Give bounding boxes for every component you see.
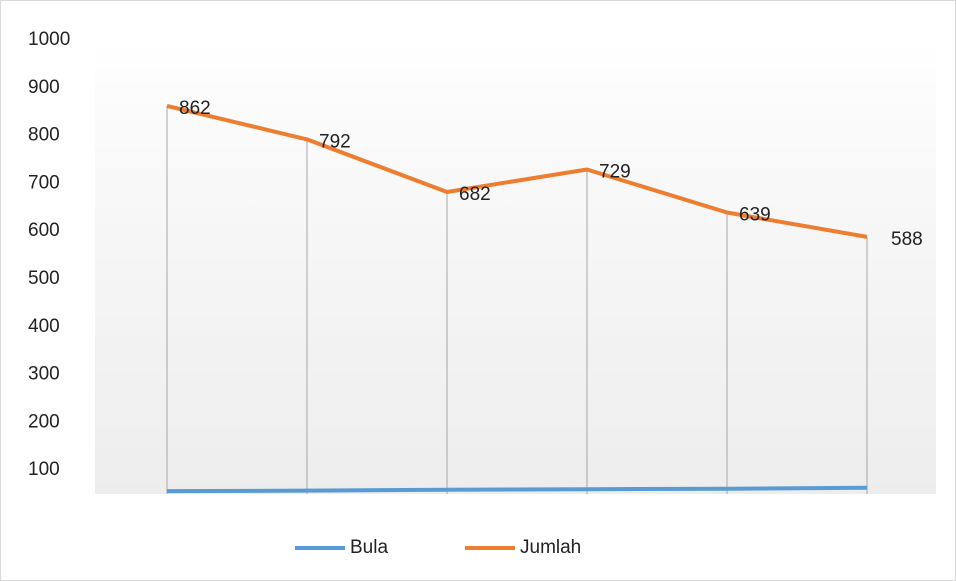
y-tick-label: 300 (28, 364, 60, 385)
y-tick-label: 1000 (28, 29, 70, 50)
plot-area (95, 40, 936, 494)
y-tick-label: 400 (28, 316, 60, 337)
y-tick-label: 100 (28, 459, 60, 480)
data-label: 862 (179, 98, 211, 119)
data-label: 588 (891, 229, 923, 250)
y-tick-label: 600 (28, 220, 60, 241)
series-line (166, 485, 868, 494)
y-tick-label: 500 (28, 268, 60, 289)
legend-label: Bula (350, 537, 388, 558)
y-tick-label: 900 (28, 77, 60, 98)
legend-label: Jumlah (520, 537, 581, 558)
series-line (166, 104, 868, 239)
y-tick-label: 200 (28, 411, 60, 432)
data-label: 682 (459, 184, 491, 205)
data-label: 639 (739, 205, 771, 226)
y-tick-label: 700 (28, 172, 60, 193)
data-label: 792 (319, 131, 351, 152)
data-label: 729 (599, 162, 631, 183)
y-tick-label: 800 (28, 125, 60, 146)
